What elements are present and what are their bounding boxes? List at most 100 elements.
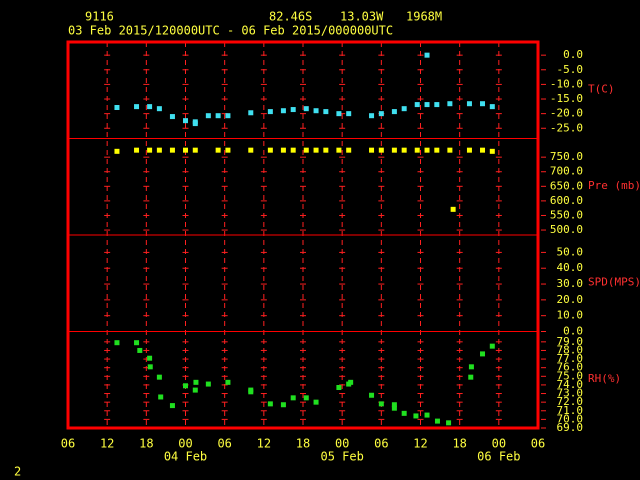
y-tick-label: -20.0 bbox=[550, 107, 583, 120]
data-point bbox=[183, 147, 188, 153]
data-point bbox=[280, 402, 286, 408]
data-point bbox=[192, 119, 198, 125]
data-point bbox=[156, 374, 162, 380]
x-tick-label: 06 bbox=[217, 437, 231, 451]
data-point bbox=[215, 113, 221, 119]
data-point bbox=[369, 113, 375, 119]
y-tick-label: 70.0 bbox=[557, 412, 584, 425]
data-point bbox=[183, 118, 188, 124]
data-point bbox=[424, 102, 430, 108]
data-point bbox=[303, 147, 309, 153]
elevation: 1968M bbox=[406, 10, 442, 24]
data-point bbox=[267, 401, 273, 407]
panel-label: T(C) bbox=[588, 82, 615, 95]
data-point bbox=[205, 381, 211, 387]
y-tick-label: 78.0 bbox=[557, 343, 584, 356]
x-tick-label: 06 bbox=[531, 437, 545, 451]
y-tick-label: 10.0 bbox=[557, 309, 584, 322]
data-point bbox=[348, 379, 354, 385]
data-point bbox=[313, 147, 319, 153]
y-tick-label: 77.0 bbox=[557, 352, 584, 365]
data-point bbox=[156, 106, 162, 112]
data-point bbox=[267, 109, 273, 115]
data-point bbox=[323, 109, 329, 115]
x-tick-label: 06 bbox=[374, 437, 388, 451]
data-point bbox=[401, 147, 407, 153]
data-point bbox=[346, 147, 352, 153]
y-tick-label: 73.0 bbox=[557, 387, 584, 400]
data-point bbox=[248, 147, 254, 153]
data-point bbox=[114, 340, 120, 346]
data-point bbox=[447, 101, 453, 107]
data-point bbox=[401, 410, 407, 416]
y-tick-label: -10.0 bbox=[550, 77, 583, 90]
x-tick-label: 12 bbox=[413, 437, 427, 451]
y-tick-label: 0.0 bbox=[563, 48, 583, 61]
x-tick-label: 06 bbox=[61, 437, 75, 451]
data-point bbox=[290, 107, 296, 113]
data-point bbox=[466, 101, 472, 107]
data-point bbox=[434, 102, 440, 108]
panel-label: RH(%) bbox=[588, 372, 621, 385]
data-point bbox=[313, 108, 319, 114]
data-point bbox=[391, 402, 397, 408]
data-point bbox=[391, 109, 397, 115]
date-label: 05 Feb bbox=[320, 450, 363, 464]
marks bbox=[114, 52, 495, 426]
data-point bbox=[480, 101, 486, 107]
data-point bbox=[225, 147, 231, 153]
data-point bbox=[215, 147, 221, 153]
data-point bbox=[225, 379, 231, 385]
data-point bbox=[391, 147, 397, 153]
data-point bbox=[413, 413, 419, 419]
data-point bbox=[401, 106, 407, 112]
data-point bbox=[434, 418, 440, 424]
data-point bbox=[447, 147, 453, 153]
y-tick-label: 700.0 bbox=[550, 165, 583, 178]
y-tick-label: 500.0 bbox=[550, 223, 583, 236]
data-point bbox=[313, 399, 319, 405]
y-tick-label: 74.0 bbox=[557, 378, 584, 391]
data-point bbox=[192, 147, 198, 153]
date-label: 06 Feb bbox=[477, 450, 520, 464]
data-point bbox=[156, 147, 162, 153]
data-point bbox=[468, 374, 474, 380]
page-number: 2 bbox=[14, 465, 21, 479]
x-tick-label: 18 bbox=[139, 437, 153, 451]
data-point bbox=[280, 147, 286, 153]
data-point bbox=[489, 148, 495, 154]
y-tick-label: 76.0 bbox=[557, 361, 584, 374]
data-point bbox=[248, 110, 254, 116]
x-tick-label: 00 bbox=[335, 437, 349, 451]
data-point bbox=[303, 395, 309, 401]
y-tick-label: -15.0 bbox=[550, 92, 583, 105]
y-tick-label: 75.0 bbox=[557, 369, 584, 382]
data-point bbox=[303, 106, 309, 112]
y-tick-label: 30.0 bbox=[557, 277, 584, 290]
x-tick-label: 12 bbox=[100, 437, 114, 451]
data-point bbox=[391, 405, 397, 411]
x-tick-label: 18 bbox=[296, 437, 310, 451]
data-point bbox=[183, 383, 188, 389]
data-point bbox=[114, 105, 120, 111]
y-tick-label: 50.0 bbox=[557, 245, 584, 258]
data-point bbox=[414, 147, 420, 153]
x-tick-label: 12 bbox=[257, 437, 271, 451]
data-point bbox=[378, 401, 384, 407]
data-point bbox=[134, 104, 140, 110]
data-point bbox=[480, 147, 486, 153]
panel-label: SPD(MPS) bbox=[588, 275, 640, 288]
data-point bbox=[446, 420, 452, 426]
data-point bbox=[414, 102, 420, 108]
data-point bbox=[480, 351, 486, 357]
y-tick-label: 72.0 bbox=[557, 395, 584, 408]
data-point bbox=[424, 147, 430, 153]
data-point bbox=[114, 148, 120, 154]
y-tick-label: 750.0 bbox=[550, 150, 583, 163]
panel-label: Pre (mb) bbox=[588, 179, 640, 192]
data-point bbox=[137, 347, 143, 353]
data-point bbox=[489, 343, 495, 349]
data-point bbox=[147, 355, 153, 361]
